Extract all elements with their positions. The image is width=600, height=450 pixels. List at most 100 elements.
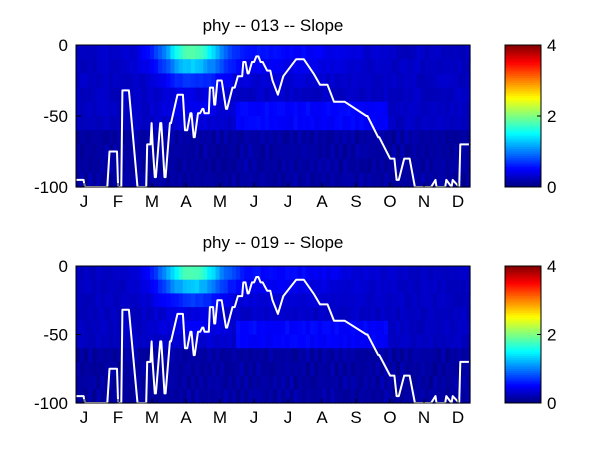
heatmap-cell — [170, 307, 176, 322]
heatmap-cell — [256, 279, 262, 294]
heatmap-cell — [371, 348, 377, 363]
heatmap-cell — [396, 59, 401, 74]
heatmap-cell — [153, 266, 159, 281]
heatmap-cell — [359, 279, 364, 294]
heatmap-cell — [264, 87, 270, 103]
heatmap-cell — [326, 320, 332, 336]
heatmap-cell — [219, 59, 225, 74]
heatmap-cell — [441, 375, 446, 390]
heatmap-cell — [420, 158, 426, 174]
heatmap-cell — [264, 348, 270, 363]
heatmap-cell — [322, 361, 327, 377]
heatmap-cell — [121, 320, 126, 336]
heatmap-cell — [297, 375, 303, 390]
heatmap-cell — [392, 172, 397, 188]
x-tick-label: A — [316, 408, 328, 427]
heatmap-cell — [338, 375, 344, 390]
heatmap-cell — [383, 158, 389, 174]
heatmap-cell — [186, 45, 192, 60]
heatmap-cell — [322, 348, 327, 363]
heatmap-cell — [305, 158, 311, 174]
heatmap-cell — [223, 59, 229, 74]
heatmap-cell — [186, 101, 192, 117]
heatmap-cell — [88, 320, 94, 336]
heatmap-cell — [420, 130, 426, 145]
heatmap-cell — [465, 158, 471, 174]
heatmap-cell — [174, 375, 180, 390]
heatmap-cell — [281, 130, 286, 145]
colorbar-segment — [505, 349, 541, 353]
heatmap-cell — [240, 172, 245, 188]
heatmap-cell — [453, 334, 459, 349]
heatmap-cell — [264, 293, 270, 308]
heatmap-cell — [277, 361, 282, 377]
heatmap-cell — [84, 320, 89, 336]
heatmap-cell — [162, 87, 167, 103]
heatmap-cell — [350, 144, 356, 160]
heatmap-cell — [112, 375, 118, 390]
heatmap-cell — [199, 144, 204, 160]
heatmap-cell — [92, 279, 98, 294]
heatmap-cell — [433, 266, 438, 281]
heatmap-cell — [203, 73, 208, 89]
heatmap-cell — [453, 73, 459, 89]
heatmap-cell — [293, 101, 299, 117]
heatmap-cell — [453, 45, 459, 60]
heatmap-cell — [199, 307, 204, 322]
heatmap-cell — [141, 144, 147, 160]
heatmap-cell — [297, 45, 303, 60]
heatmap-cell — [392, 130, 397, 145]
heatmap-cell — [112, 73, 118, 89]
heatmap-cell — [170, 116, 176, 131]
heatmap-cell — [457, 116, 463, 131]
heatmap-cell — [342, 73, 348, 89]
heatmap-cell — [108, 293, 114, 308]
colorbar-segment — [505, 313, 541, 316]
colorbar-segment — [505, 336, 541, 340]
heatmap-cell — [166, 87, 171, 103]
heatmap-cell — [125, 307, 130, 322]
heatmap-cell — [277, 266, 282, 281]
heatmap-cell — [383, 59, 389, 74]
heatmap-cell — [392, 144, 397, 160]
heatmap-cell — [322, 116, 327, 131]
heatmap-cell — [404, 307, 410, 322]
heatmap-cell — [256, 348, 262, 363]
heatmap-cell — [240, 348, 245, 363]
heatmap-cell — [420, 101, 426, 117]
colorbar-tick-label: 4 — [547, 36, 556, 55]
heatmap-cell — [342, 101, 348, 117]
x-tick-label: A — [180, 192, 192, 211]
heatmap-cell — [449, 348, 455, 363]
heatmap-cell — [383, 45, 389, 60]
heatmap-cell — [80, 73, 85, 89]
heatmap-cell — [207, 266, 213, 281]
heatmap-cell — [293, 320, 299, 336]
heatmap-cell — [453, 320, 459, 336]
heatmap-cell — [350, 59, 356, 74]
heatmap-cell — [145, 389, 151, 404]
heatmap-cell — [305, 266, 311, 281]
heatmap-cell — [117, 348, 122, 363]
colorbar-segment — [505, 173, 541, 177]
heatmap-cell — [457, 334, 463, 349]
heatmap-cell — [162, 293, 167, 308]
heatmap-cell — [338, 59, 344, 74]
heatmap-cell — [240, 87, 245, 103]
heatmap-cell — [203, 172, 208, 188]
heatmap-cell — [273, 348, 278, 363]
heatmap-cell — [174, 45, 180, 60]
heatmap-cell — [178, 279, 184, 294]
heatmap-cell — [223, 144, 229, 160]
heatmap-cell — [433, 375, 438, 390]
heatmap-cell — [121, 130, 126, 145]
heatmap-cell — [277, 116, 282, 131]
heatmap-cell — [293, 59, 299, 74]
heatmap-cell — [424, 361, 430, 377]
heatmap-cell — [363, 73, 368, 89]
heatmap-cell — [428, 101, 434, 117]
heatmap-cell — [273, 45, 278, 60]
heatmap-cell — [379, 158, 385, 174]
heatmap-cell — [445, 59, 451, 74]
colorbar-segment — [505, 149, 541, 152]
